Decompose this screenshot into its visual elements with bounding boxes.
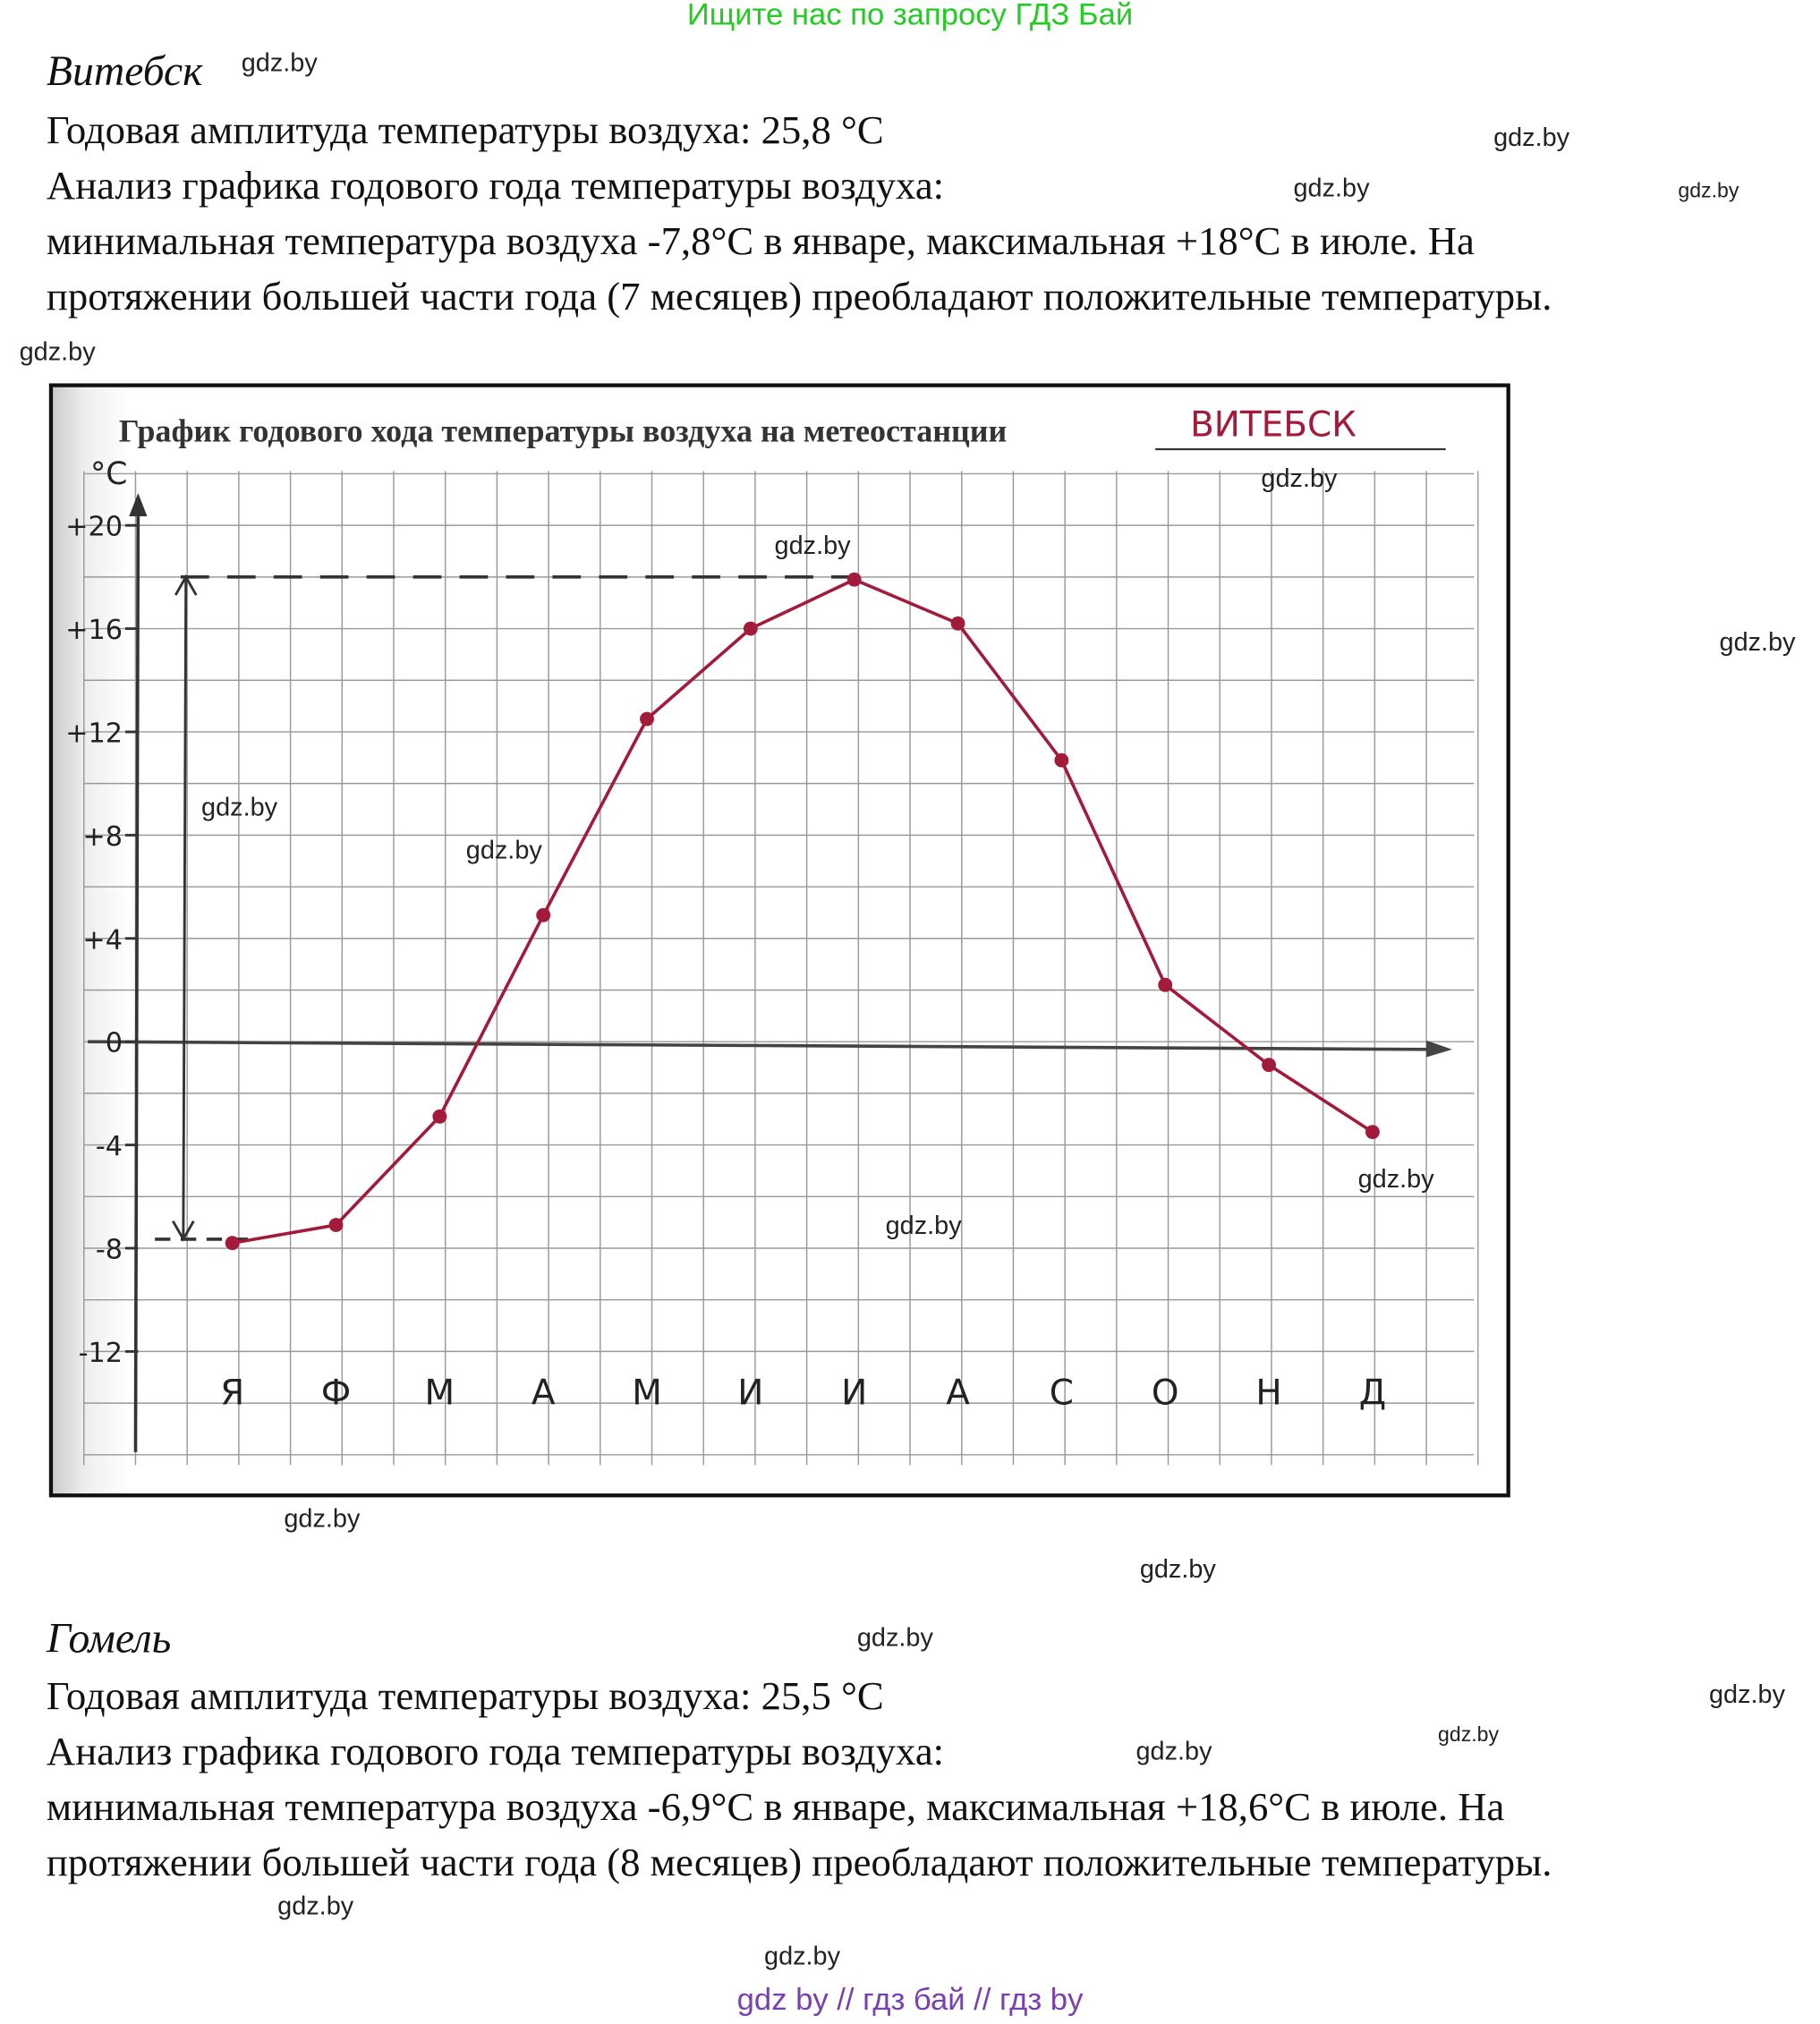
amplitude-gomel: Годовая амплитуда температуры воздуха: 2…	[46, 1672, 884, 1719]
y-axis-arrow-icon	[129, 493, 148, 517]
footer-links[interactable]: gdz by // гдз бай // гдз by	[736, 1982, 1084, 2018]
y-axis	[133, 503, 140, 1452]
x-tick-label: И	[737, 1373, 763, 1414]
y-tick-label: 0	[106, 1028, 123, 1059]
city-heading-vitebsk: Витебск	[46, 48, 203, 96]
watermark: gdz.by	[1719, 628, 1796, 658]
x-tick-label: Я	[220, 1373, 244, 1414]
data-point	[743, 621, 758, 636]
watermark: gdz.by	[1357, 1165, 1434, 1195]
data-point	[1054, 753, 1069, 768]
x-tick-label: И	[841, 1373, 867, 1414]
data-point	[432, 1109, 447, 1124]
analysis-title-vitebsk: Анализ графика годового года температуры…	[46, 162, 945, 208]
arrow-down-icon	[172, 1220, 195, 1242]
y-tick-label: -8	[96, 1235, 123, 1266]
x-axis	[88, 1040, 1433, 1051]
chart-grid	[83, 471, 1479, 1466]
watermark: gdz.by	[856, 1623, 933, 1653]
temperature-line	[232, 577, 1374, 1246]
x-tick-label: С	[1050, 1373, 1074, 1414]
data-point	[328, 1218, 344, 1232]
watermark: gdz.by	[277, 1892, 354, 1921]
arrow-up-icon	[174, 574, 198, 596]
x-tick-label: М	[425, 1373, 455, 1414]
x-tick-label: М	[632, 1373, 662, 1414]
amplitude-vitebsk: Годовая амплитуда температуры воздуха: 2…	[46, 106, 884, 153]
watermark: gdz.by	[19, 337, 96, 367]
x-tick-label: А	[946, 1373, 970, 1414]
data-point	[846, 572, 862, 587]
x-tick-label: Н	[1255, 1373, 1281, 1414]
y-tick-label: +16	[65, 615, 123, 646]
watermark: gdz.by	[241, 48, 318, 78]
y-tick-label: +12	[65, 718, 123, 749]
city-heading-gomel: Гомель	[46, 1616, 172, 1663]
y-tick-label: +8	[82, 821, 123, 853]
watermark: gdz.by	[1709, 1680, 1786, 1710]
chart-title: График годового хода температуры воздуха…	[119, 412, 1008, 448]
search-banner[interactable]: Ищите нас по запросу ГДЗ Бай	[686, 0, 1134, 33]
watermark: gdz.by	[465, 836, 542, 865]
watermark: gdz.by	[284, 1505, 361, 1534]
watermark: gdz.by	[1139, 1555, 1216, 1585]
x-tick-label: А	[532, 1373, 556, 1414]
data-point	[536, 907, 551, 923]
y-axis-unit: °С	[90, 456, 127, 492]
watermark: gdz.by	[1135, 1737, 1212, 1766]
data-point	[640, 711, 654, 727]
analysis-line2-gomel: протяжении большей части года (8 месяцев…	[46, 1839, 1552, 1885]
analysis-line2-vitebsk: протяжении большей части года (7 месяцев…	[46, 273, 1552, 319]
watermark: gdz.by	[1678, 180, 1739, 203]
y-tick-label: +4	[82, 924, 123, 956]
watermark: gdz.by	[201, 794, 278, 822]
watermark: gdz.by	[1293, 174, 1370, 203]
watermark: gdz.by	[1493, 123, 1570, 153]
watermark: gdz.by	[1438, 1724, 1500, 1747]
chart-station: ВИТЕБСК	[1190, 405, 1356, 446]
x-tick-label: Д	[1359, 1373, 1386, 1414]
x-tick-label: Ф	[321, 1373, 352, 1414]
y-tick-label: -4	[96, 1131, 123, 1162]
data-point	[225, 1236, 240, 1251]
analysis-line1-gomel: минимальная температура воздуха -6,9°С в…	[46, 1783, 1505, 1830]
chart-axes: +20 +16 +12 +8 +4 0 -4 -8 -12 Я Ф М А М И И А С О Н Д	[65, 493, 1452, 1452]
watermark: gdz.by	[774, 532, 851, 561]
x-tick-label: О	[1152, 1373, 1179, 1414]
series-line	[225, 572, 1380, 1251]
data-point	[1158, 977, 1173, 992]
data-point	[950, 616, 965, 631]
analysis-title-gomel: Анализ графика годового года температуры…	[46, 1728, 945, 1774]
y-tick-label: +20	[65, 512, 123, 543]
temperature-chart	[48, 383, 1510, 1498]
watermark: gdz.by	[764, 1943, 841, 1971]
x-axis-arrow-icon	[1426, 1040, 1452, 1058]
watermark: gdz.by	[1261, 464, 1338, 494]
watermark: gdz.by	[885, 1212, 962, 1241]
amplitude-arrow	[182, 576, 188, 1239]
y-tick-label: -12	[79, 1338, 123, 1369]
data-point	[1262, 1058, 1277, 1073]
analysis-line1-vitebsk: минимальная температура воздуха -7,8°С в…	[46, 217, 1475, 264]
data-point	[1365, 1125, 1380, 1140]
